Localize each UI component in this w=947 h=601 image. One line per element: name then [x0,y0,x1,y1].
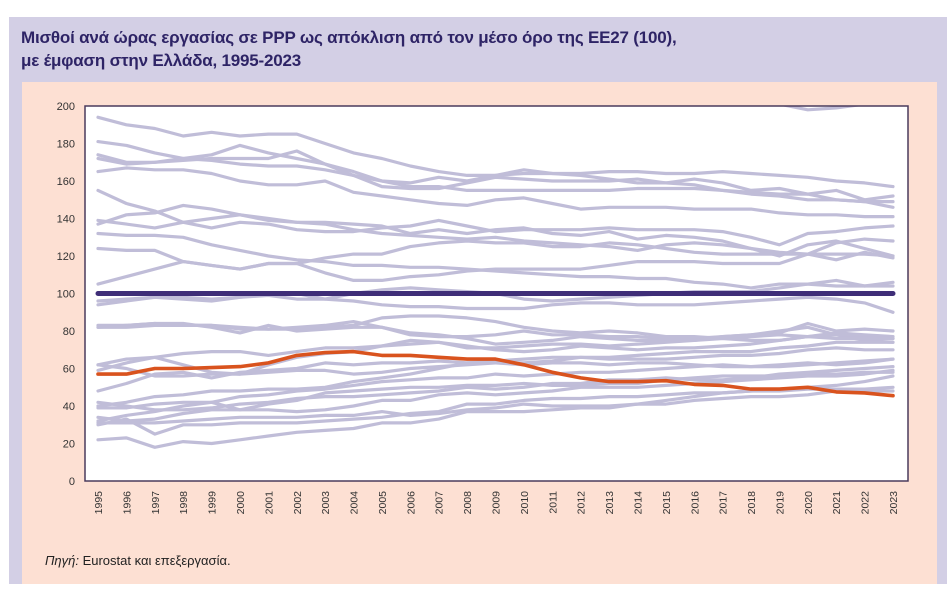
x-tick-label: 2018 [746,491,758,515]
y-tick-label: 140 [57,214,75,226]
y-tick-label: 80 [63,326,75,338]
x-tick-label: 2014 [632,491,644,515]
y-tick-label: 60 [63,364,75,376]
series-line-country-24 [96,368,895,423]
source-text: Eurostat και επεξεργασία. [78,553,231,568]
x-tick-label: 2011 [547,491,559,514]
x-tick-label: 1997 [150,491,162,515]
x-tick-label: 2008 [462,491,474,515]
series-line-country-28 [96,365,895,412]
x-tick-label: 2009 [491,491,503,515]
y-tick-label: 180 [57,139,75,151]
series-line-country-6 [96,188,895,247]
series-line-country-9 [96,231,895,290]
series-line-country-5 [96,166,895,219]
y-tick-label: 100 [57,289,75,301]
x-tick-label: 2015 [661,491,673,515]
x-tick-label: 2017 [718,491,730,515]
x-tick-label: 2007 [434,491,446,515]
series-line-country-3 [96,143,895,202]
x-tick-label: 1999 [207,491,219,515]
plot-border [84,105,909,482]
y-tick-label: 120 [57,251,75,263]
x-tick-label: 2016 [689,491,701,515]
source-label: Πηγή: [45,553,79,568]
y-tick-label: 160 [57,176,75,188]
x-axis-ticks: 1995 1996 1997 1998 1999 2000 2001 2002 2003 2004… [93,491,900,515]
x-tick-label: 2001 [263,491,275,515]
y-tick-label: 20 [63,439,75,451]
x-tick-label: 2010 [519,491,531,515]
y-tick-label: 40 [63,401,75,413]
series-line-country-11 [96,239,895,286]
x-tick-label: 2000 [235,491,247,515]
x-tick-label: 2021 [831,491,843,515]
chart-title: Μισθοί ανά ώρας εργασίας σε PPP ως απόκλ… [21,26,677,72]
x-tick-label: 2006 [405,491,417,515]
chart-title-line-1: Μισθοί ανά ώρας εργασίας σε PPP ως απόκλ… [21,28,677,47]
series-line-country-26 [96,389,895,425]
x-tick-label: 2020 [803,491,815,515]
y-axis-ticks: 0 20 40 60 80 100 120 140 160 180 200 [57,101,75,488]
series-line-country-16 [96,320,895,346]
x-tick-label: 2022 [860,491,872,515]
x-tick-label: 2012 [576,491,588,515]
x-tick-label: 2004 [349,491,361,515]
x-tick-label: 2013 [604,491,616,515]
y-tick-label: 0 [69,476,75,488]
x-tick-label: 1995 [93,491,105,515]
series-line-country-8 [96,213,895,256]
series-layer [95,106,896,449]
series-line-country-2 [96,140,895,204]
x-tick-label: 2002 [292,491,304,515]
y-tick-label: 200 [57,101,75,113]
series-line-country-29 [780,106,863,112]
series-line-country-22 [96,357,895,410]
series-line-country-13 [96,291,895,314]
series-line-country-4 [96,149,895,209]
greece-line [96,349,895,398]
chart-title-line-2: με έμφαση στην Ελλάδα, 1995-2023 [21,51,301,70]
source-note: Πηγή: Eurostat και επεξεργασία. [45,553,231,568]
x-tick-label: 1996 [121,491,133,515]
series-line-country-17 [96,333,895,367]
x-tick-label: 1998 [178,491,190,515]
x-tick-label: 2005 [377,491,389,515]
x-tick-label: 2019 [774,491,786,515]
x-tick-label: 2023 [888,491,900,515]
x-tick-label: 2003 [320,491,332,515]
